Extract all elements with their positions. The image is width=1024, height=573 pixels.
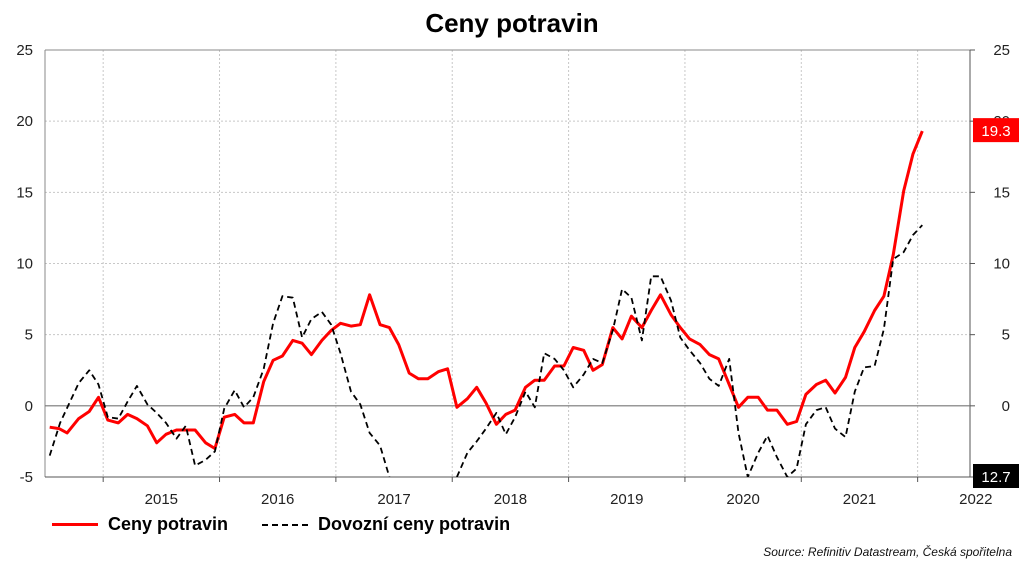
chart-title: Ceny potravin	[425, 8, 598, 38]
x-tick-label: 2019	[610, 491, 643, 508]
x-tick-label: 2017	[377, 491, 410, 508]
legend: Ceny potravin Dovozní ceny potravin	[52, 514, 544, 535]
x-tick-label: 2016	[261, 491, 294, 508]
legend-label-import-prices: Dovozní ceny potravin	[318, 514, 511, 534]
y-tick-label-left: 15	[16, 184, 33, 201]
legend-swatch-red	[52, 523, 98, 526]
series-lines	[48, 130, 924, 477]
end-value-badge	[973, 464, 1019, 488]
import-prices-line	[48, 295, 391, 477]
y-tick-label-left: 10	[16, 256, 33, 273]
x-tick-label: 2020	[726, 491, 759, 508]
x-tick-label: 2021	[843, 491, 876, 508]
source-note: Source: Refinitiv Datastream, Česká spoř…	[763, 545, 1012, 559]
gridlines	[45, 49, 970, 478]
x-tick-label: 2022	[959, 491, 992, 508]
end-value-label: 12.7	[981, 469, 1010, 486]
end-value-badge	[973, 118, 1019, 143]
x-tick-label: 2015	[145, 491, 178, 508]
legend-label-food-prices: Ceny potravin	[108, 514, 229, 534]
legend-item-import-prices: Dovozní ceny potravin	[262, 514, 510, 535]
legend-item-food-prices: Ceny potravin	[52, 514, 228, 535]
y-tick-label-left: 25	[16, 42, 33, 59]
y-tick-label-left: 20	[16, 113, 33, 130]
y-tick-label-right: 15	[993, 184, 1010, 201]
y-tick-label-left: 0	[25, 398, 33, 415]
legend-swatch-black	[262, 523, 309, 526]
axes: 25252020151510105500-5-52015201620172018…	[16, 42, 1010, 508]
y-tick-label-right: 0	[1002, 398, 1010, 415]
x-tick-label: 2018	[494, 491, 527, 508]
y-tick-label-right: 10	[993, 256, 1010, 273]
y-tick-label-left: -5	[20, 469, 33, 486]
y-tick-label-right: 25	[993, 42, 1010, 59]
food-prices-line	[49, 130, 924, 450]
end-labels: 19.3 12.7	[973, 118, 1019, 488]
end-value-label: 19.3	[981, 123, 1010, 140]
import-prices-line	[456, 224, 923, 477]
y-tick-label-left: 5	[25, 327, 33, 344]
y-tick-label-right: 5	[1002, 327, 1010, 344]
